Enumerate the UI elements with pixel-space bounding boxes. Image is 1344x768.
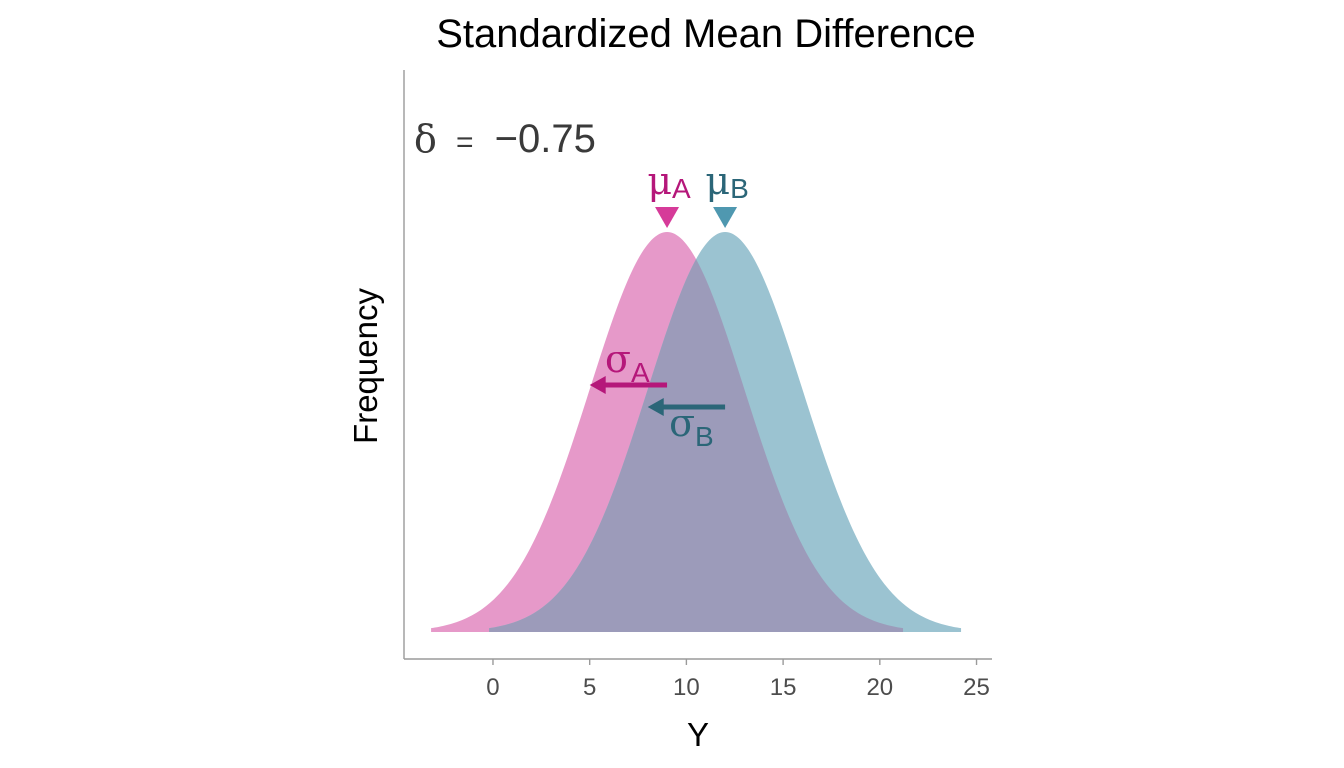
delta-equals: =: [456, 126, 474, 159]
density-curves: [431, 232, 962, 632]
mean-label-a: μA: [647, 159, 691, 204]
y-axis-label: Frequency: [347, 288, 384, 444]
x-tick-label: 5: [583, 674, 596, 701]
mean-label-b: μB: [705, 159, 748, 204]
x-tick-label: 20: [866, 674, 893, 701]
x-axis-label: Y: [687, 716, 709, 753]
mu-symbol: μ: [647, 159, 672, 203]
mean-markers: μA μB: [647, 159, 749, 228]
mean-marker-a: [655, 207, 680, 228]
mu-subscript: A: [672, 173, 691, 204]
mu-symbol: μ: [705, 159, 730, 203]
x-tick-label: 0: [486, 674, 499, 701]
density-overlap: [489, 259, 904, 632]
sigma-symbol: σ: [605, 337, 631, 381]
sd-label-b: σB: [669, 401, 714, 452]
x-ticks: 0 5 10 15 20 25: [486, 659, 990, 701]
delta-annotation: δ = −0.75: [414, 117, 596, 161]
x-tick-label: 15: [770, 674, 797, 701]
sd-arrowhead-a: [589, 376, 606, 394]
sigma-subscript: B: [695, 421, 714, 452]
delta-value: −0.75: [495, 117, 596, 161]
delta-symbol: δ: [414, 117, 437, 161]
x-tick-label: 10: [673, 674, 700, 701]
chart-title: Standardized Mean Difference: [436, 12, 976, 56]
sd-arrowhead-b: [647, 398, 664, 416]
sd-label-a: σA: [605, 337, 650, 388]
sigma-subscript: A: [631, 357, 650, 388]
mu-subscript: B: [730, 173, 749, 204]
sigma-symbol: σ: [669, 401, 695, 445]
mean-marker-b: [713, 207, 738, 228]
x-tick-label: 25: [963, 674, 990, 701]
axes: [403, 70, 992, 660]
